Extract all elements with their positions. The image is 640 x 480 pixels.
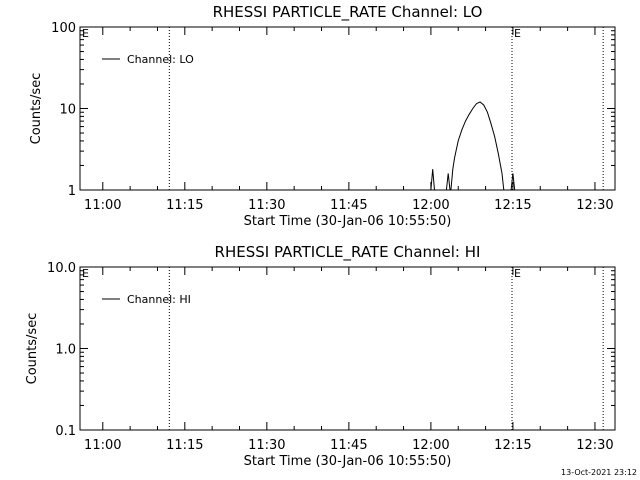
plot-frame [79, 266, 616, 431]
x-tick-label: 12:00 [412, 198, 449, 213]
event-line-label: E [514, 267, 521, 280]
x-tick-label: 11:45 [330, 198, 367, 213]
chart-title: RHESSI PARTICLE_RATE Channel: HI [215, 243, 481, 262]
x-tick-label: 11:30 [248, 198, 285, 213]
x-tick-label: 11:00 [84, 198, 121, 213]
y-tick-label: 1 [68, 184, 76, 199]
x-tick-label: 12:00 [412, 438, 449, 453]
x-tick-label: 12:15 [494, 438, 531, 453]
edge-marker-label: E [82, 27, 89, 40]
y-tick-label: 0.1 [55, 424, 76, 439]
series-line [430, 101, 516, 191]
legend-label: Channel: LO [127, 53, 194, 66]
x-tick-label: 11:15 [166, 438, 203, 453]
y-axis-label: Counts/sec [29, 73, 44, 145]
x-axis-label: Start Time (30-Jan-06 10:55:50) [244, 454, 452, 469]
x-tick-label: 12:15 [494, 198, 531, 213]
x-tick-label: 11:15 [166, 198, 203, 213]
y-tick-label: 1.0 [55, 343, 76, 358]
y-tick-label: 10.0 [47, 261, 76, 276]
x-tick-label: 11:45 [330, 438, 367, 453]
chart-title: RHESSI PARTICLE_RATE Channel: LO [213, 3, 483, 22]
y-axis-label: Counts/sec [25, 313, 40, 385]
panel-hi: RHESSI PARTICLE_RATE Channel: HI 11:00 11:… [25, 243, 616, 469]
x-tick-label: 11:00 [84, 438, 121, 453]
plot-frame [79, 26, 616, 191]
event-line-label: E [514, 27, 521, 40]
edge-marker-label: E [82, 267, 89, 280]
panel-lo: RHESSI PARTICLE_RATE Channel: LO 11:00 11:… [29, 3, 616, 229]
x-tick-label: 12:30 [576, 438, 613, 453]
x-tick-label: 12:30 [576, 198, 613, 213]
x-tick-label: 11:30 [248, 438, 285, 453]
legend-label: Channel: HI [127, 293, 191, 306]
y-tick-label: 10 [59, 103, 76, 118]
x-axis-label: Start Time (30-Jan-06 10:55:50) [244, 214, 452, 229]
footer-timestamp: 13-Oct-2021 23:12 [561, 468, 637, 477]
y-tick-label: 100 [51, 21, 76, 36]
